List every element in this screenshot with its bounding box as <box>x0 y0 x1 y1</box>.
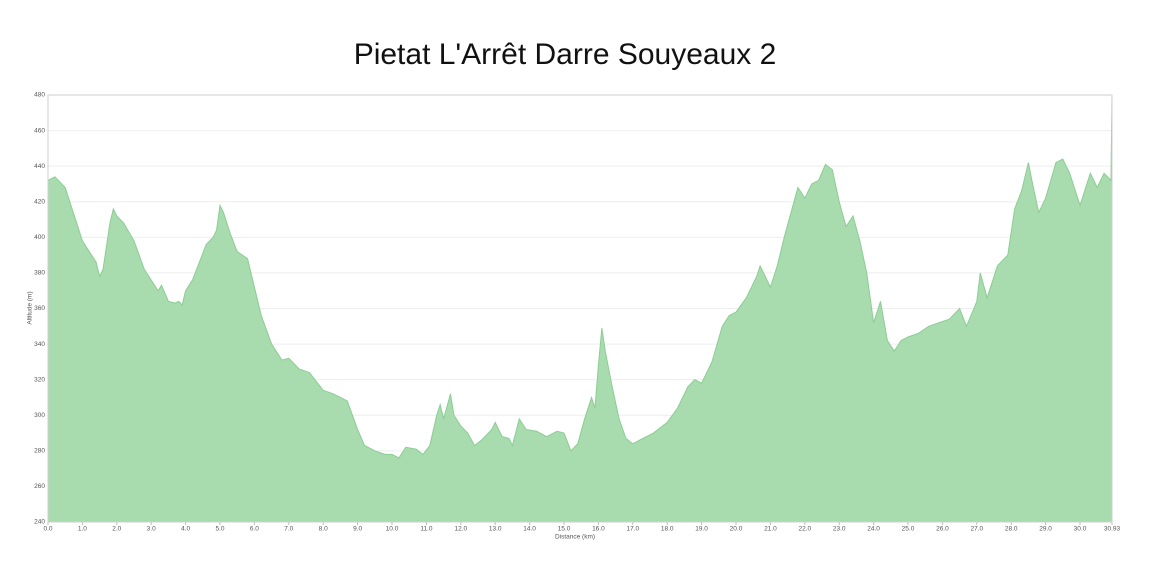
y-tick-label: 440 <box>34 163 45 170</box>
x-tick-label: 30.93 <box>1104 526 1121 533</box>
y-tick-label: 360 <box>34 305 45 312</box>
x-tick-label: 22.0 <box>798 526 811 533</box>
x-tick-label: 11.0 <box>420 526 433 533</box>
y-tick-label: 400 <box>34 234 45 241</box>
x-tick-label: 0.0 <box>43 526 52 533</box>
x-tick-label: 10.0 <box>386 526 399 533</box>
x-tick-label: 16.0 <box>592 526 605 533</box>
x-tick-label: 5.0 <box>215 526 224 533</box>
y-tick-label: 260 <box>34 483 45 490</box>
x-tick-label: 28.0 <box>1005 526 1018 533</box>
x-tick-label: 2.0 <box>112 526 121 533</box>
x-tick-label: 12.0 <box>454 526 467 533</box>
y-tick-label: 240 <box>34 519 45 526</box>
y-tick-label: 480 <box>34 92 45 99</box>
elevation-area <box>47 94 1113 523</box>
x-tick-label: 15.0 <box>558 526 571 533</box>
x-tick-label: 29.0 <box>1039 526 1052 533</box>
x-tick-label: 23.0 <box>833 526 846 533</box>
x-axis-label: Distance (km) <box>555 534 595 541</box>
x-tick-label: 20.0 <box>730 526 743 533</box>
x-tick-label: 14.0 <box>523 526 536 533</box>
plot-frame <box>47 94 1113 523</box>
x-tick-label: 25.0 <box>902 526 915 533</box>
x-tick-label: 18.0 <box>661 526 674 533</box>
y-axis-label: Altitude (m) <box>27 291 34 324</box>
x-tick-label: 30.0 <box>1074 526 1087 533</box>
x-tick-label: 19.0 <box>695 526 708 533</box>
x-tick-label: 4.0 <box>181 526 190 533</box>
x-tick-label: 3.0 <box>147 526 156 533</box>
x-tick-label: 7.0 <box>284 526 293 533</box>
y-tick-label: 380 <box>34 270 45 277</box>
x-tick-label: 27.0 <box>970 526 983 533</box>
x-tick-label: 9.0 <box>353 526 362 533</box>
x-tick-label: 21.0 <box>764 526 777 533</box>
y-tick-label: 280 <box>34 448 45 455</box>
y-tick-label: 320 <box>34 376 45 383</box>
x-tick-label: 24.0 <box>867 526 880 533</box>
x-tick-label: 13.0 <box>489 526 502 533</box>
y-tick-label: 340 <box>34 341 45 348</box>
y-tick-label: 420 <box>34 198 45 205</box>
y-tick-label: 460 <box>34 127 45 134</box>
y-tick-label: 300 <box>34 412 45 419</box>
x-tick-label: 26.0 <box>936 526 949 533</box>
x-tick-label: 17.0 <box>626 526 639 533</box>
x-tick-label: 8.0 <box>319 526 328 533</box>
x-tick-label: 1.0 <box>78 526 87 533</box>
chart-title: Pietat L'Arrêt Darre Souyeaux 2 <box>354 38 777 71</box>
x-tick-label: 6.0 <box>250 526 259 533</box>
